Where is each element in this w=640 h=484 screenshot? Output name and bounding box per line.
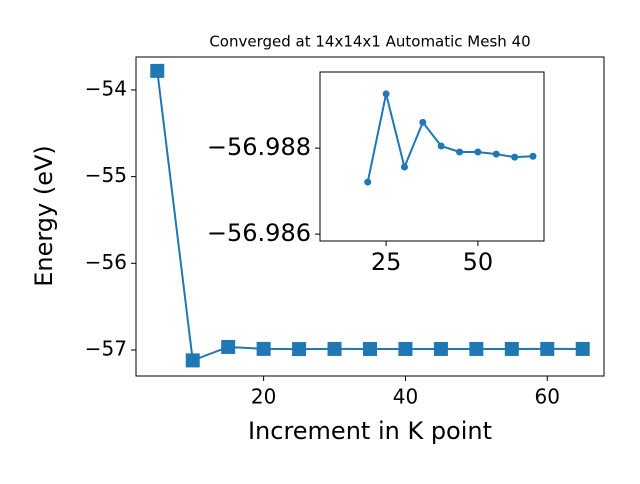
marker bbox=[150, 63, 165, 78]
marker bbox=[256, 341, 271, 356]
marker bbox=[433, 341, 448, 356]
y-axis-label: Energy (eV) bbox=[30, 145, 58, 287]
x-tick-label: 25 bbox=[371, 248, 402, 276]
marker bbox=[540, 341, 555, 356]
marker bbox=[474, 148, 482, 156]
marker bbox=[382, 90, 390, 98]
marker bbox=[363, 342, 377, 357]
axes-frame bbox=[319, 71, 545, 242]
marker bbox=[437, 142, 445, 150]
marker bbox=[364, 178, 372, 186]
y-tick-label: −56.988 bbox=[207, 133, 311, 161]
series-line bbox=[366, 93, 534, 183]
marker bbox=[575, 341, 590, 356]
marker bbox=[327, 341, 342, 356]
plot bbox=[150, 63, 590, 368]
marker bbox=[292, 342, 307, 357]
marker bbox=[456, 148, 464, 156]
marker bbox=[504, 341, 519, 356]
y-tick-label: −56.986 bbox=[207, 219, 311, 247]
x-axis-label: Increment in K point bbox=[248, 417, 492, 445]
x-tick-label: 40 bbox=[393, 385, 418, 409]
x-tick-label: 50 bbox=[463, 248, 494, 276]
marker bbox=[185, 353, 200, 368]
x-tick-label: 20 bbox=[251, 385, 276, 409]
y-tick-label: −55 bbox=[85, 163, 127, 187]
y-tick-label: −57 bbox=[85, 336, 127, 360]
marker bbox=[400, 163, 408, 171]
marker bbox=[469, 341, 484, 356]
marker bbox=[221, 339, 236, 354]
marker bbox=[419, 118, 427, 126]
marker bbox=[511, 153, 519, 161]
axes-frame bbox=[135, 56, 605, 377]
y-tick-label: −54 bbox=[85, 76, 127, 100]
marker bbox=[398, 341, 413, 356]
plot bbox=[364, 90, 537, 186]
y-tick-label: −56 bbox=[85, 250, 127, 274]
x-tick-label: 60 bbox=[535, 385, 560, 409]
chart-title: Converged at 14x14x1 Automatic Mesh 40 bbox=[209, 33, 530, 51]
marker bbox=[492, 150, 500, 158]
marker bbox=[529, 152, 537, 160]
